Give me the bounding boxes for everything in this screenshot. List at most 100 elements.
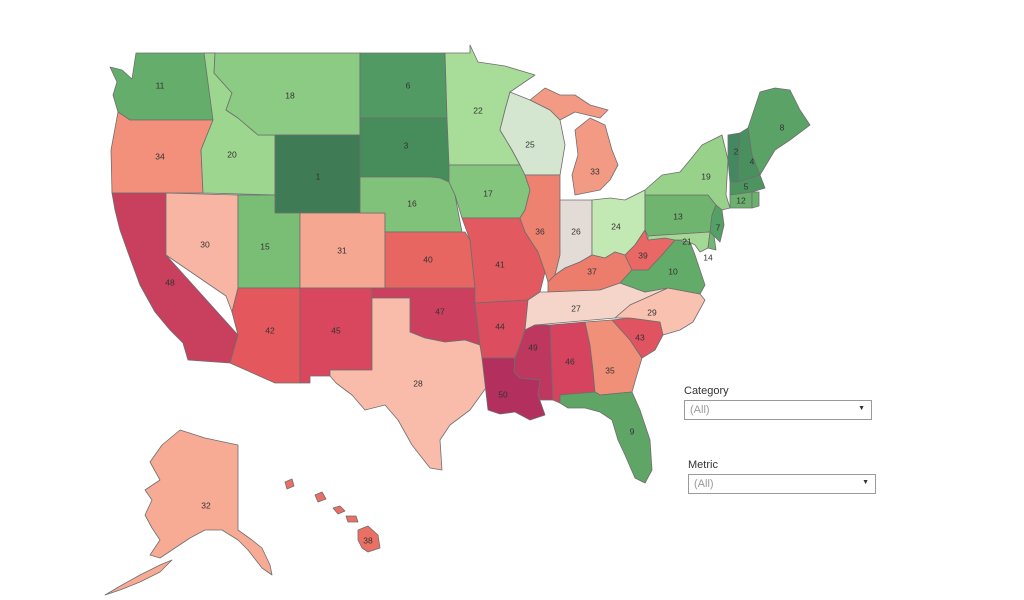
state-sd[interactable]: 3 xyxy=(359,117,450,183)
state-shape xyxy=(529,87,609,121)
state-shape xyxy=(747,87,811,176)
state-shape xyxy=(359,176,463,233)
state-ia[interactable]: 17 xyxy=(448,164,531,219)
state-rank-label: 49 xyxy=(528,342,538,352)
state-rank-label: 28 xyxy=(413,378,423,388)
state-nd[interactable]: 6 xyxy=(359,52,448,119)
state-rank-label: 32 xyxy=(201,500,211,510)
chevron-down-icon[interactable]: ▼ xyxy=(858,405,865,412)
state-wi[interactable]: 25 xyxy=(499,91,566,176)
state-pa[interactable]: 13 xyxy=(644,194,717,237)
category-dropdown-value: (All) xyxy=(690,404,710,416)
state-rank-label: 5 xyxy=(744,181,749,191)
state-rank-label: 1 xyxy=(316,171,321,181)
state-rank-label: 3 xyxy=(404,140,409,150)
state-shape xyxy=(332,505,346,515)
state-rank-label: 50 xyxy=(498,389,508,399)
state-shape xyxy=(329,297,489,471)
state-wa[interactable]: 11 xyxy=(109,52,216,121)
metric-dropdown-value: (All) xyxy=(694,478,714,490)
state-rank-label: 43 xyxy=(635,332,645,342)
state-ak[interactable]: 32 xyxy=(104,429,273,596)
state-ms[interactable]: 49 xyxy=(513,324,554,401)
state-rank-label: 15 xyxy=(260,241,270,251)
state-rank-label: 7 xyxy=(716,222,721,232)
state-rank-label: 11 xyxy=(156,80,165,90)
state-rank-label: 22 xyxy=(473,105,483,115)
state-ny[interactable]: 19 xyxy=(644,134,731,211)
state-nj[interactable]: 7 xyxy=(709,204,725,243)
state-shape xyxy=(513,324,554,401)
state-rank-label: 35 xyxy=(605,365,615,375)
state-rank-label: 48 xyxy=(165,277,175,287)
state-rank-label: 39 xyxy=(638,250,648,260)
state-ri[interactable] xyxy=(751,191,760,209)
state-rank-label: 47 xyxy=(435,306,445,316)
state-shape xyxy=(359,52,448,119)
state-rank-label: 38 xyxy=(363,535,373,545)
state-rank-label: 27 xyxy=(571,303,581,313)
state-shape xyxy=(559,391,653,484)
state-rank-label: 24 xyxy=(611,221,621,231)
state-shape xyxy=(104,559,173,596)
state-shape xyxy=(644,134,731,211)
state-az[interactable]: 42 xyxy=(229,287,301,384)
state-shape xyxy=(345,515,359,523)
state-rank-label: 44 xyxy=(495,321,505,331)
state-shape xyxy=(299,287,373,384)
state-rank-label: 6 xyxy=(406,80,411,90)
state-tx[interactable]: 28 xyxy=(329,297,489,471)
state-ca[interactable]: 48 xyxy=(111,192,239,364)
state-rank-label: 17 xyxy=(483,188,493,198)
state-rank-label: 25 xyxy=(525,139,535,149)
state-shape xyxy=(314,491,327,503)
state-rank-label: 9 xyxy=(630,426,635,436)
state-rank-label: 14 xyxy=(703,252,713,262)
state-rank-label: 45 xyxy=(331,325,341,335)
state-shape xyxy=(614,287,706,336)
category-filter-label: Category xyxy=(684,385,729,397)
state-rank-label: 18 xyxy=(285,90,295,100)
state-rank-label: 41 xyxy=(495,259,505,269)
state-rank-label: 2 xyxy=(734,146,739,156)
state-rank-label: 8 xyxy=(780,122,785,132)
state-shape xyxy=(284,478,295,490)
state-ct[interactable]: 12 xyxy=(729,191,753,209)
state-shape xyxy=(144,429,273,576)
state-nc[interactable]: 29 xyxy=(614,287,706,336)
state-shape xyxy=(571,117,619,196)
metric-filter-label: Metric xyxy=(688,459,718,471)
state-rank-label: 12 xyxy=(736,195,746,205)
state-shape xyxy=(111,192,239,364)
state-ne[interactable]: 16 xyxy=(359,176,463,233)
state-shape xyxy=(357,525,381,553)
state-rank-label: 21 xyxy=(682,236,692,246)
state-ks[interactable]: 40 xyxy=(384,231,476,289)
state-rank-label: 4 xyxy=(750,156,755,166)
state-rank-label: 37 xyxy=(587,266,597,276)
state-co[interactable]: 31 xyxy=(299,212,386,289)
state-rank-label: 19 xyxy=(701,171,711,181)
state-hi[interactable]: 38 xyxy=(284,478,381,553)
state-or[interactable]: 34 xyxy=(110,111,214,194)
state-rank-label: 26 xyxy=(571,226,581,236)
state-wy[interactable]: 1 xyxy=(274,134,361,214)
state-rank-label: 30 xyxy=(200,239,210,249)
state-shape xyxy=(751,191,760,209)
state-rank-label: 29 xyxy=(647,307,657,317)
chevron-down-icon[interactable]: ▼ xyxy=(862,479,869,486)
state-rank-label: 10 xyxy=(668,266,678,276)
state-rank-label: 13 xyxy=(673,211,683,221)
category-dropdown[interactable]: (All) ▼ xyxy=(684,400,872,420)
state-mi[interactable]: 33 xyxy=(529,87,619,196)
state-rank-label: 31 xyxy=(337,245,347,255)
state-rank-label: 34 xyxy=(155,151,165,161)
state-me[interactable]: 8 xyxy=(747,87,811,176)
state-rank-label: 42 xyxy=(265,325,275,335)
metric-dropdown[interactable]: (All) ▼ xyxy=(688,474,876,494)
state-rank-label: 40 xyxy=(423,254,433,264)
state-rank-label: 20 xyxy=(227,149,237,159)
state-fl[interactable]: 9 xyxy=(559,391,653,484)
state-nm[interactable]: 45 xyxy=(299,287,373,384)
